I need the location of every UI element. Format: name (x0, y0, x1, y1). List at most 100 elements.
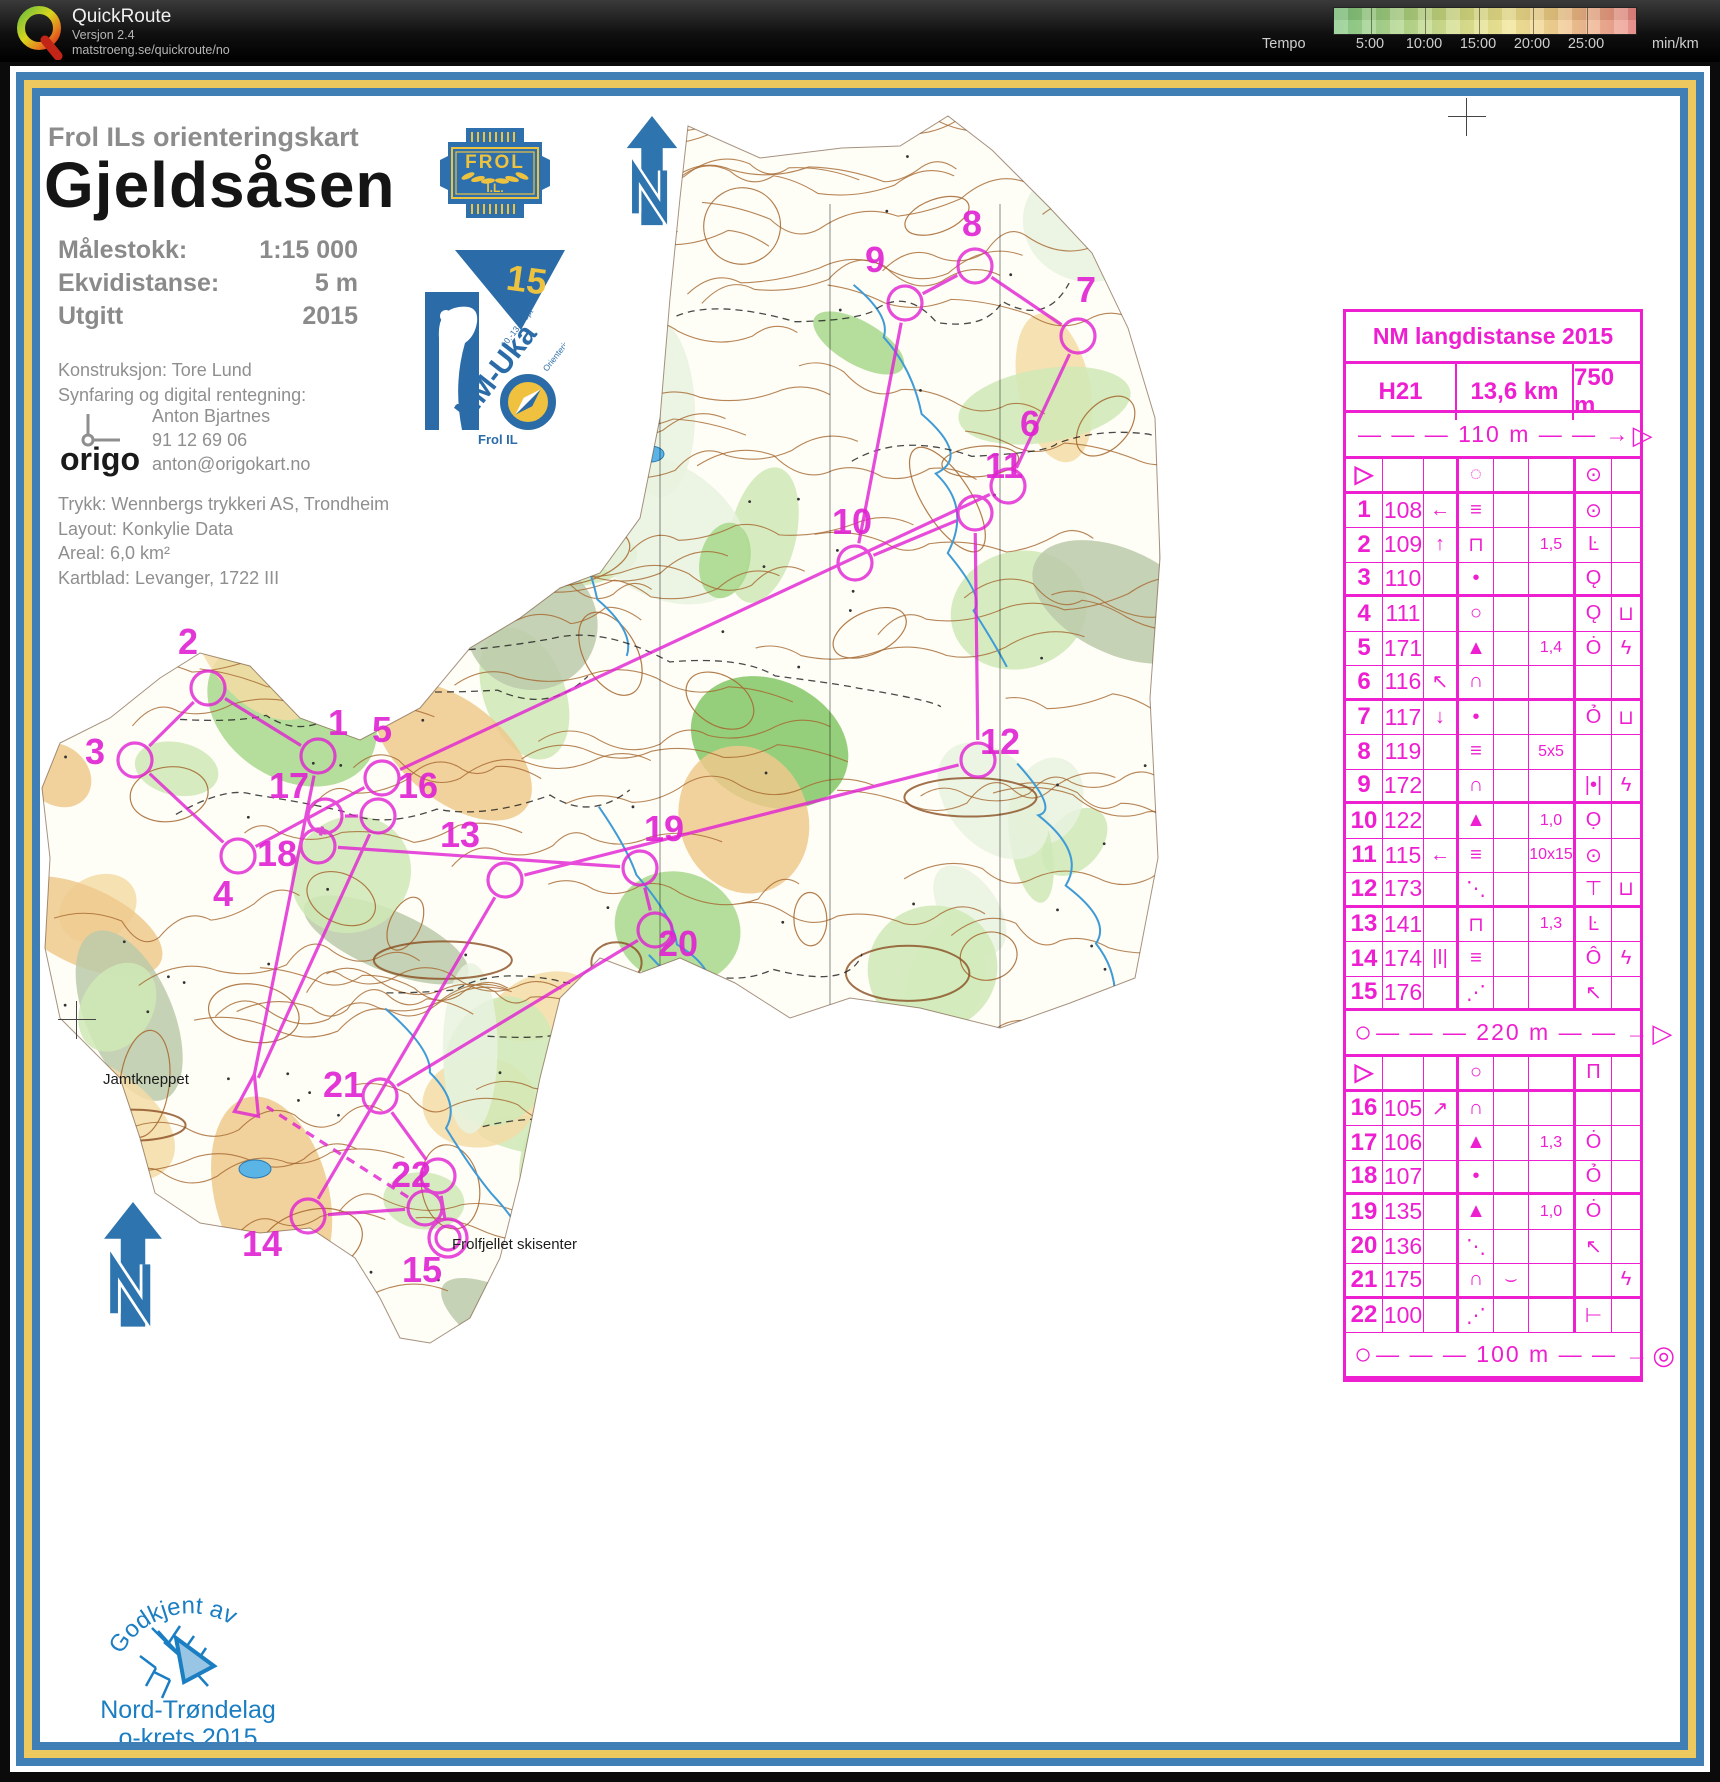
symbol-f (1529, 1091, 1576, 1125)
control-code: 100 (1383, 1298, 1424, 1332)
symbol-c: ← (1424, 838, 1459, 872)
symbol-d: ⋱ (1459, 1229, 1494, 1263)
symbol-g: Ọ (1576, 804, 1612, 838)
control-number: 19 (1346, 1195, 1383, 1229)
symbol-c (1424, 1298, 1459, 1332)
symbol-f (1529, 1264, 1576, 1296)
symbol-f (1529, 1057, 1576, 1089)
leg-row: ○ — — — 220 m — — → ▷ (1346, 1011, 1672, 1057)
print-line: Trykk: Wennbergs trykkeri AS, Trondheim (58, 494, 390, 514)
meta-value: 2015 (302, 302, 358, 330)
symbol-h (1612, 1126, 1640, 1160)
symbol-h (1612, 839, 1640, 873)
print-info-block: Trykk: Wennbergs trykkeri AS, Trondheim … (58, 492, 389, 590)
control-number: 2 (1346, 528, 1383, 562)
tempo-tick (1587, 8, 1588, 36)
symbol-d: ∩ (1459, 1091, 1494, 1125)
control-number-label: 1 (328, 702, 348, 743)
north-arrow-icon (104, 1202, 162, 1330)
symbol-h (1612, 1195, 1640, 1229)
tempo-tick-label: 10:00 (1405, 36, 1443, 52)
symbol-d: ○ (1459, 597, 1494, 631)
control-number-label: 9 (865, 239, 885, 280)
symbol-g: Ȯ (1576, 1126, 1612, 1160)
control-code: 175 (1383, 1264, 1424, 1296)
symbol-e (1494, 735, 1529, 769)
symbol-e (1494, 1195, 1529, 1229)
control-code: 141 (1383, 907, 1424, 941)
symbol-h: ⊔ (1618, 706, 1634, 729)
map-meta-block: Målestokk: 1:15 000 Ekvidistanse: 5 m Utgi… (58, 234, 358, 333)
control-code: 122 (1383, 804, 1424, 838)
surveyor-phone: 91 12 69 06 (152, 430, 248, 450)
symbol-c: ↖ (1424, 666, 1459, 698)
symbol-h (1612, 1230, 1640, 1264)
symbol-h (1612, 528, 1640, 562)
control-row: 2 109 ↑ ⊓ 1,5 Ŀ (1346, 528, 1640, 563)
symbol-h (1612, 563, 1640, 595)
print-line: Layout: Konkylie Data (58, 518, 234, 539)
control-code: 136 (1383, 1229, 1424, 1263)
symbol-g: ⊙ (1576, 493, 1612, 527)
stamp-line1: Nord-Trøndelag (100, 1696, 276, 1724)
control-number: 17 (1346, 1126, 1383, 1160)
symbol-h (1612, 908, 1640, 942)
symbol-g: |•| (1576, 769, 1612, 801)
control-code: 108 (1383, 493, 1424, 527)
control-row: 19 135 ▲ 1,0 Ȯ (1346, 1195, 1640, 1230)
symbol-h (1612, 494, 1640, 528)
symbol-e (1494, 1229, 1529, 1263)
symbol-e (1494, 1160, 1529, 1192)
symbol-d: ▲ (1459, 1195, 1494, 1229)
tempo-color-scale (1333, 7, 1637, 36)
control-row: 17 106 ▲ 1,3 Ȯ (1346, 1126, 1640, 1161)
symbol-f: 10x15 (1529, 838, 1576, 872)
symbol-e (1494, 1298, 1529, 1332)
control-code: 117 (1383, 700, 1424, 734)
surveyor-name: Anton Bjartnes (152, 406, 271, 426)
control-number-label: 22 (391, 1154, 431, 1195)
tempo-tick-label: 5:00 (1355, 36, 1385, 52)
control-number-label: 6 (1020, 403, 1040, 444)
credits-line2: Synfaring og digital rentegning: (58, 385, 307, 405)
control-number-label: 16 (398, 765, 438, 806)
symbol-f (1529, 562, 1576, 594)
symbol-d: ≡ (1459, 942, 1494, 976)
control-number: 13 (1346, 907, 1383, 941)
symbol-c (1424, 907, 1459, 941)
tempo-tick (1533, 8, 1534, 36)
surveyor-email: anton@origokart.no (152, 454, 311, 474)
control-code (1383, 1057, 1424, 1089)
control-number: 22 (1346, 1298, 1383, 1332)
symbol-h: ϟ (1620, 773, 1632, 796)
control-number: ▷ (1346, 459, 1383, 491)
control-number: 8 (1346, 735, 1383, 769)
symbol-g (1576, 1264, 1612, 1296)
registration-cross-icon (1448, 98, 1486, 136)
course-climb: 750 m (1574, 364, 1615, 419)
symbol-d: ▲ (1459, 1126, 1494, 1160)
symbol-e (1494, 562, 1529, 594)
symbol-g: Ŀ (1576, 528, 1612, 562)
symbol-f (1529, 873, 1576, 905)
control-row: 13 141 ⊓ 1,3 Ŀ (1346, 907, 1640, 942)
symbol-h (1612, 666, 1640, 698)
course-class: H21 (1346, 364, 1457, 420)
control-number-label: 4 (213, 873, 233, 914)
symbol-d: ≡ (1459, 838, 1494, 872)
symbol-c (1424, 769, 1459, 801)
surveyor-contact: Anton Bjartnes 91 12 69 06 anton@origoka… (152, 404, 310, 476)
quickroute-logo-icon (17, 6, 63, 60)
tempo-tick-label: 25:00 (1567, 36, 1605, 52)
symbol-h: ϟ (1620, 947, 1632, 970)
symbol-f (1529, 459, 1576, 491)
control-code: 109 (1383, 528, 1424, 562)
control-row: 12 173 ⋱ ⊤ ⊔ (1346, 873, 1640, 908)
symbol-d: ▲ (1459, 631, 1494, 665)
control-code: 116 (1383, 666, 1424, 698)
control-code: 172 (1383, 769, 1424, 801)
origo-logo-icon: origo (58, 412, 148, 490)
control-row: 9 172 ∩ |•| ϟ (1346, 769, 1640, 804)
